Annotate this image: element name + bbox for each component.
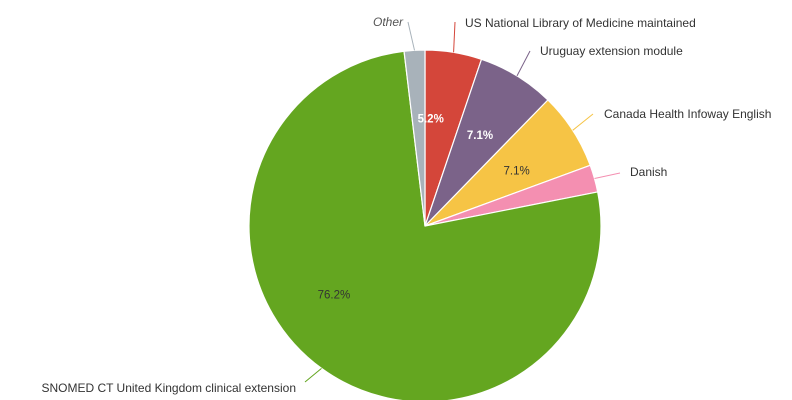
pie-slice-snomed-ct-united-kingdom-clinical-extension[interactable]	[248, 50, 602, 400]
percent-label-canada-health-infoway-english: 7.1%	[503, 166, 529, 178]
leader-line-us-national-library-of-medicine-maintained	[453, 21, 456, 53]
slice-label-canada-health-infoway-english: Canada Health Infoway English	[604, 107, 771, 121]
leader-line-danish	[594, 172, 621, 179]
label-leaders	[304, 21, 621, 383]
leader-line-uruguay-extension-module	[516, 50, 531, 77]
slice-labels: US National Library of Medicine maintain…	[41, 15, 771, 395]
slice-label-uruguay-extension-module: Uruguay extension module	[540, 44, 683, 58]
percent-label-uruguay-extension-module: 7.1%	[467, 130, 493, 142]
slice-label-danish: Danish	[630, 165, 667, 179]
leader-line-canada-health-infoway-english	[572, 113, 594, 131]
slice-label-other: Other	[373, 15, 404, 29]
leader-line-other	[407, 21, 415, 51]
percent-label-us-national-library-of-medicine-maintained: 5.2%	[418, 113, 444, 125]
pie-slice-other[interactable]	[403, 49, 426, 227]
leader-line-snomed-ct-united-kingdom-clinical-extension	[304, 368, 322, 383]
slice-label-snomed-ct-united-kingdom-clinical-extension: SNOMED CT United Kingdom clinical extens…	[41, 381, 296, 395]
percent-label-snomed-ct-united-kingdom-clinical-extension: 76.2%	[318, 289, 351, 301]
slice-label-us-national-library-of-medicine-maintained: US National Library of Medicine maintain…	[465, 16, 696, 30]
percent-labels: 5.2% 7.1% 7.1% 76.2%	[318, 113, 530, 301]
pie-slices	[248, 49, 602, 400]
